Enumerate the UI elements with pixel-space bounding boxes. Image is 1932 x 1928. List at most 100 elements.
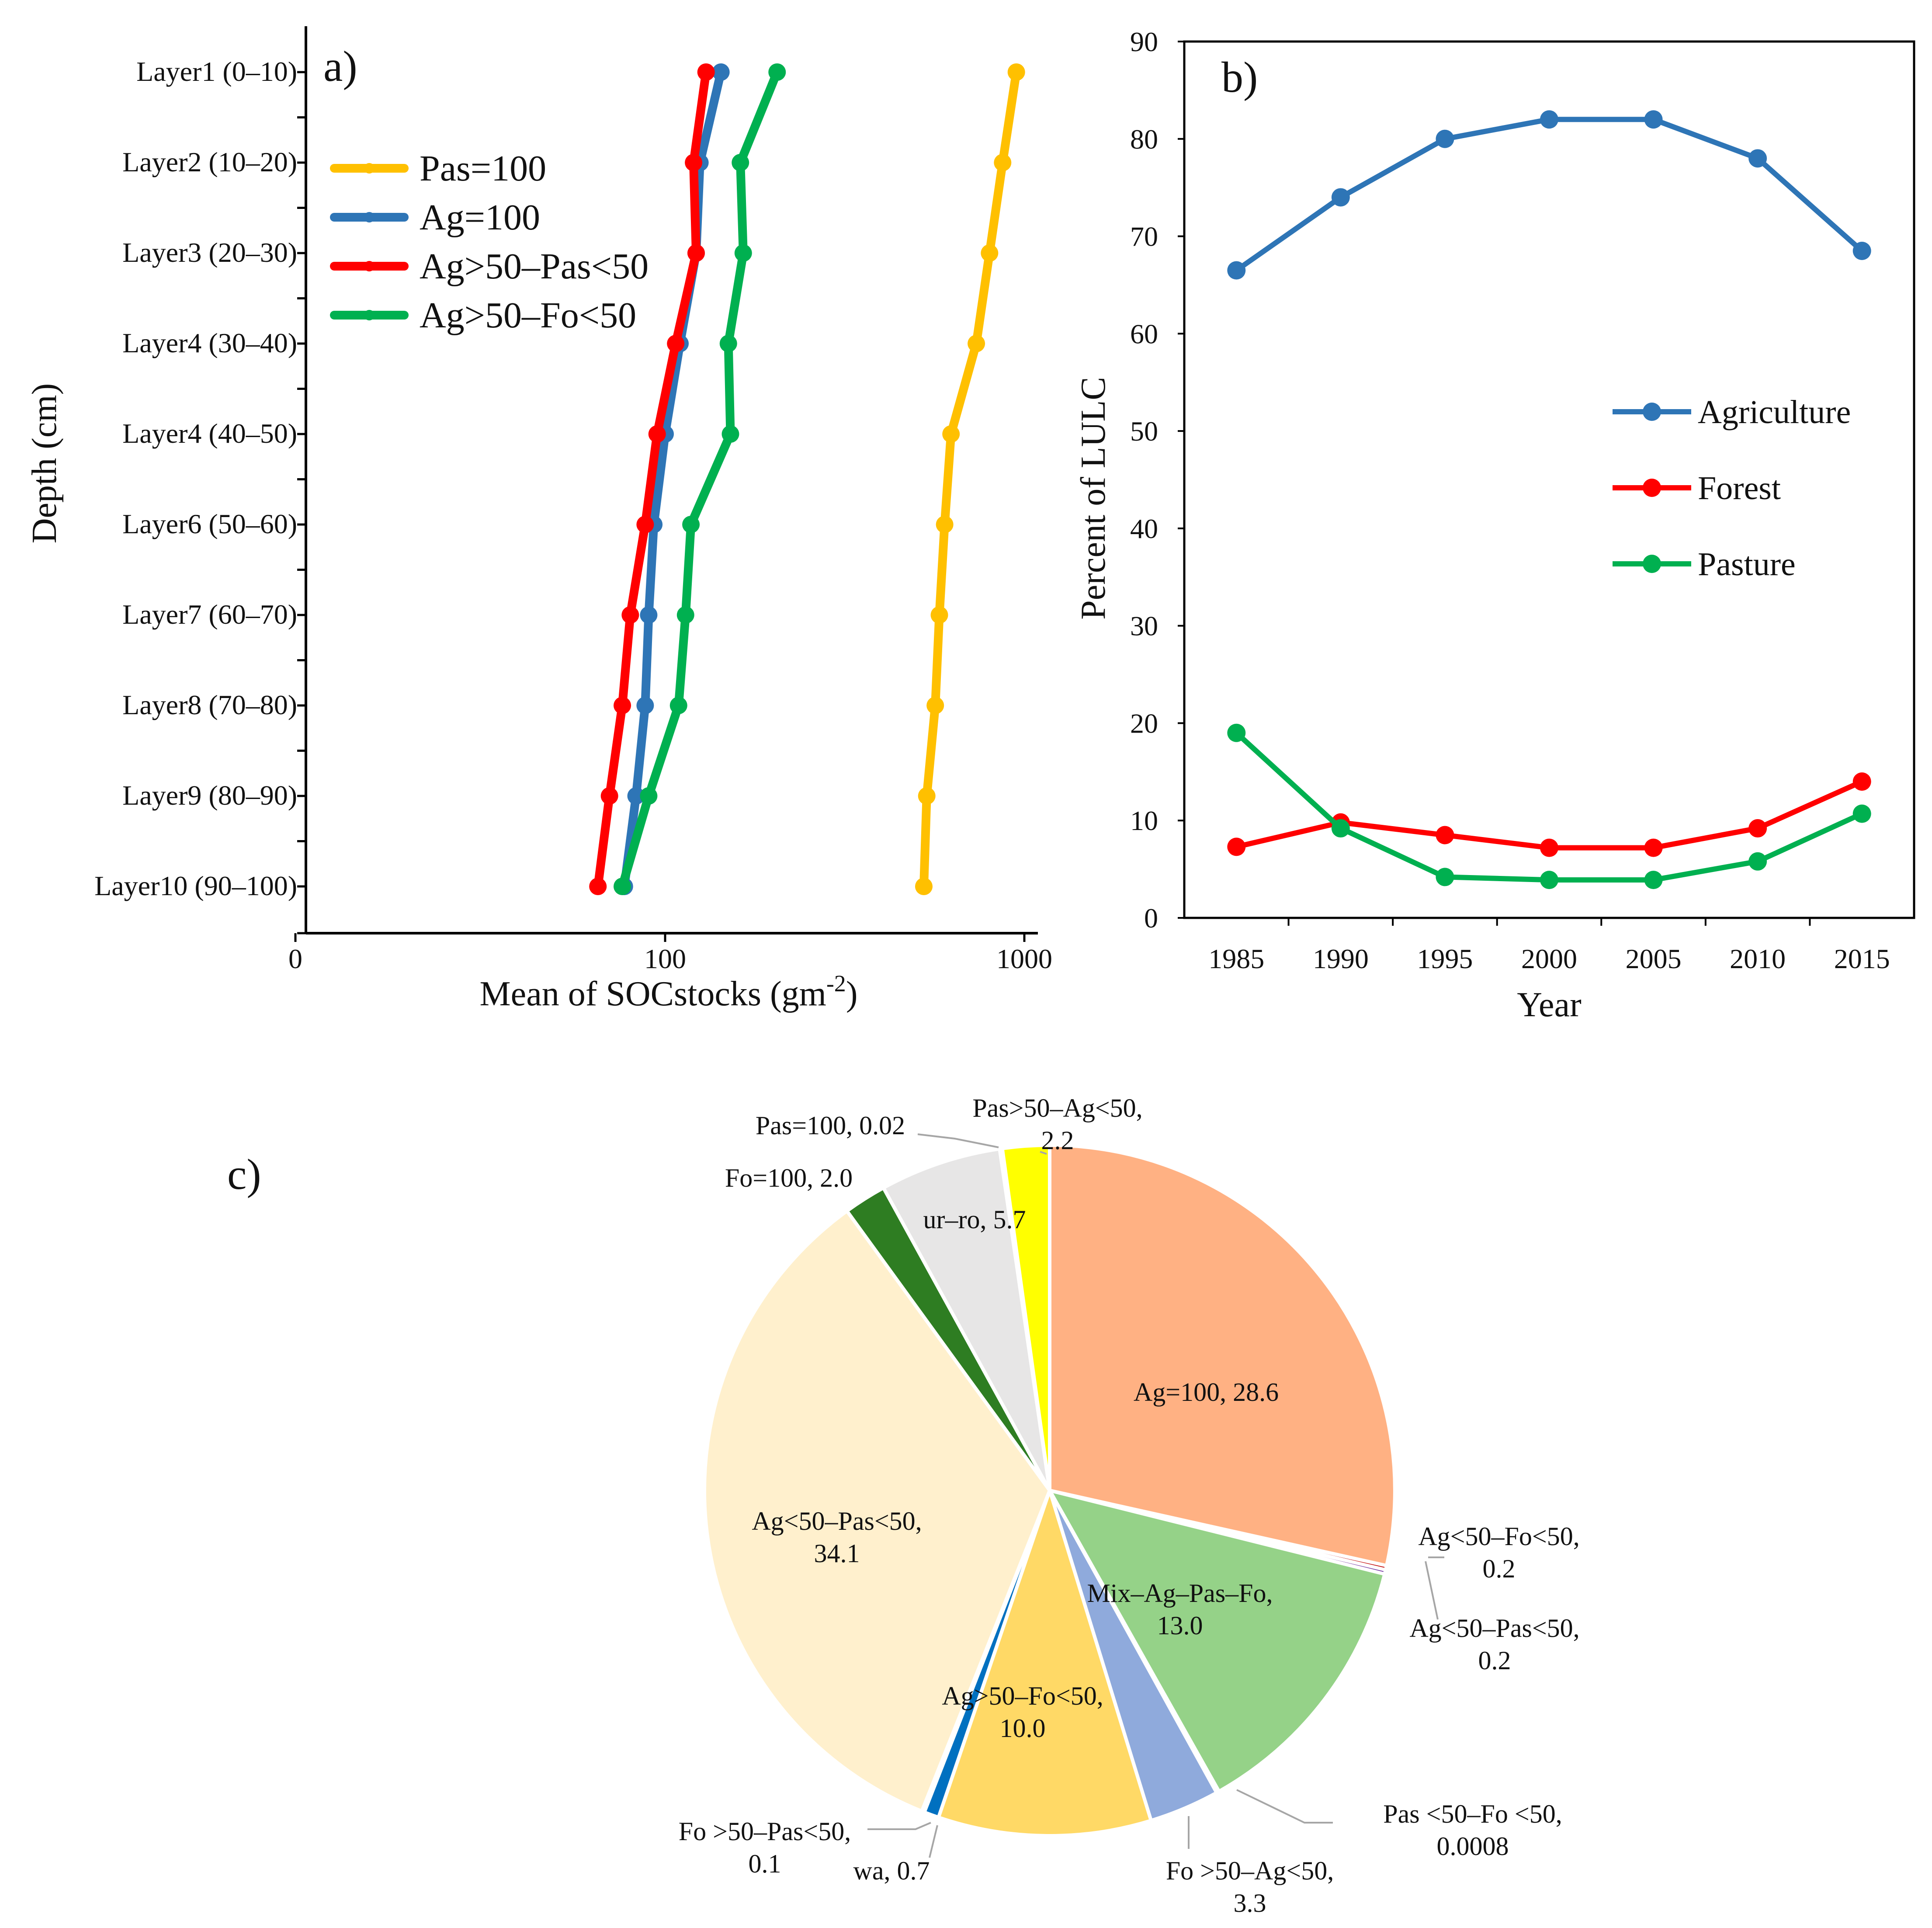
panel-a-x-tick-label: 1000	[996, 943, 1052, 974]
panel-a-y-tick-label: Layer3 (20–30)	[122, 237, 297, 268]
panel-a-y-tick-label: Layer9 (80–90)	[122, 780, 297, 811]
panel-b-legend-marker	[1643, 555, 1661, 573]
panel-a-point-ag-100	[636, 697, 654, 714]
panel-b-point-forest	[1748, 819, 1767, 838]
pie-leader-line	[1425, 1561, 1439, 1620]
panel-a-point-pas-100	[930, 606, 948, 624]
pie-slice-label: Fo=100, 2.0	[725, 1164, 853, 1192]
panel-b-x-axis-title: Year	[1517, 986, 1581, 1024]
panel-b-legend: Agriculture Forest Pasture	[1613, 394, 1851, 583]
panel-a-point-pas-100	[1007, 63, 1025, 81]
panel-b-point-agriculture	[1540, 110, 1558, 129]
pie-slice-label: Pas=100, 0.02	[756, 1111, 905, 1140]
panel-a-point-pas-100	[926, 697, 944, 714]
panel-a-point-ag-50-pas-50	[648, 425, 666, 443]
panel-a-point-ag-50-pas-50	[667, 335, 685, 352]
panel-b-y-tick-label: 70	[1130, 221, 1158, 252]
pie-slice-label: Pas>50–Ag<50,	[972, 1094, 1142, 1122]
panel-a-x-tick-label: 0	[288, 943, 302, 974]
panel-b-plot-frame	[1183, 40, 1915, 919]
pie-slice-label: 2.2	[1041, 1126, 1074, 1155]
pie-slice-label: 3.3	[1234, 1889, 1266, 1918]
panel-a-point-pas-100	[936, 516, 954, 533]
pie-slice-label: wa, 0.7	[853, 1856, 930, 1885]
pie-slice-label: 0.2	[1483, 1554, 1516, 1583]
panel-b-series-line-forest	[1235, 779, 1863, 851]
panel-b-y-tick-label: 80	[1130, 124, 1158, 155]
panel-b-y-tick-label: 60	[1130, 318, 1158, 349]
panel-a-y-tick-label: Layer1 (0–10)	[136, 56, 297, 87]
panel-b-y-tick-label: 20	[1130, 708, 1158, 739]
panel-a-legend-label: Ag>50–Fo<50	[420, 295, 636, 336]
panel-b-point-forest	[1227, 837, 1246, 856]
panel-b-x-tick-label: 1995	[1417, 943, 1473, 974]
pie-slice-label: Ag>50–Fo<50,	[942, 1681, 1103, 1710]
panel-a-legend: Pas=100 Ag=100 Ag>50–Pas<50 Ag>50–Fo<50	[330, 148, 649, 336]
panel-b-y-tick-label: 0	[1144, 903, 1158, 934]
panel-b-point-pasture	[1331, 819, 1350, 838]
panel-c-lulc-pie-chart: c) Ag=100, 28.6 Ag<50–Fo<50, 0.2 Ag<50–Pas<…	[227, 1094, 1580, 1918]
pie-slice-label: Ag<50–Pas<50,	[1409, 1614, 1579, 1643]
panel-a-point-ag-50-pas-50	[636, 516, 654, 533]
panel-a-y-tick-label: Layer2 (10–20)	[122, 146, 297, 177]
panel-a-series	[589, 63, 1025, 895]
pie-slice-label: 13.0	[1157, 1611, 1203, 1640]
pie-slice-pas-50-ag-50	[1000, 1143, 1051, 1492]
panel-b-series-line-pasture	[1235, 731, 1863, 883]
panel-a-legend-label: Pas=100	[420, 148, 546, 189]
panel-b-legend-label: Forest	[1698, 470, 1781, 507]
panel-a-point-ag-50-pas-50	[600, 787, 618, 805]
panel-a-soc-stocks-chart: a) Layer1 (0–10) Layer2 (10–20) Layer3 (20…	[25, 26, 1052, 1013]
panel-a-point-ag-50-fo-50	[669, 697, 687, 714]
pie-slice-ag-100	[1048, 1143, 1397, 1567]
panel-a-y-tick-label: Layer4 (40–50)	[122, 418, 297, 449]
panel-c-slice-labels: Ag=100, 28.6 Ag<50–Fo<50, 0.2 Ag<50–Pas<50,…	[679, 1094, 1580, 1918]
panel-a-point-ag-50-fo-50	[734, 244, 752, 262]
panel-b-legend-marker	[1643, 403, 1661, 421]
pie-slice-ur-ro	[881, 1147, 1051, 1492]
panel-b-y-ticks: 0 10 20 30 40 50 60 70 80 90	[1130, 26, 1184, 934]
panel-b-y-tick-label: 10	[1130, 805, 1158, 836]
panel-b-x-tick-label: 2000	[1521, 943, 1577, 974]
panel-a-y-tick-label: Layer10 (90–100)	[94, 870, 297, 901]
pie-slice-label: Ag=100, 28.6	[1134, 1378, 1279, 1407]
panel-a-point-ag-100	[712, 63, 730, 81]
panel-b-point-forest	[1852, 772, 1871, 791]
panel-a-point-ag-50-fo-50	[721, 425, 739, 443]
panel-b-y-tick-label: 50	[1130, 416, 1158, 447]
panel-a-legend-marker	[364, 212, 375, 222]
pie-leader-line	[1236, 1789, 1333, 1824]
pie-slice-label: Fo >50–Ag<50,	[1166, 1856, 1334, 1885]
panel-b-point-agriculture	[1852, 241, 1871, 260]
panel-a-x-axis-title: Mean of SOCstocks (gm-2)	[480, 970, 858, 1013]
panel-a-point-ag-50-fo-50	[719, 335, 737, 352]
panel-a-legend-label: Ag>50–Pas<50	[420, 246, 649, 287]
panel-a-point-pas-100	[968, 335, 985, 352]
panel-a-legend-marker	[364, 261, 375, 271]
panel-b-point-pasture	[1436, 868, 1454, 886]
panel-a-y-tick-label: Layer8 (70–80)	[122, 689, 297, 720]
panel-a-point-pas-100	[918, 787, 936, 805]
pie-slice-ag-50-fo-50	[937, 1489, 1153, 1838]
pie-slice-label: Mix–Ag–Pas–Fo,	[1087, 1579, 1273, 1608]
panel-b-point-agriculture	[1436, 129, 1454, 148]
panel-c-leader-lines	[867, 1133, 1444, 1858]
panel-b-x-tick-label: 1985	[1208, 943, 1264, 974]
pie-slice-label: Pas <50–Fo <50,	[1383, 1799, 1562, 1828]
panel-a-point-ag-50-fo-50	[682, 516, 700, 533]
panel-b-point-pasture	[1540, 871, 1558, 889]
pie-slice-label: 0.2	[1478, 1646, 1511, 1675]
panel-b-point-forest	[1540, 838, 1558, 857]
panel-b-point-pasture	[1227, 723, 1246, 742]
panel-a-point-ag-50-pas-50	[614, 697, 631, 714]
panel-c-slices	[702, 1143, 1397, 1838]
panel-a-point-ag-50-fo-50	[640, 787, 658, 805]
panel-b-point-forest	[1644, 838, 1663, 857]
panel-b-point-agriculture	[1331, 188, 1350, 207]
panel-a-y-tick-label: Layer6 (50–60)	[122, 508, 297, 539]
panel-b-y-axis-title: Percent of LULC	[1074, 377, 1113, 619]
panel-a-point-pas-100	[981, 244, 999, 262]
panel-b-y-tick-label: 40	[1130, 513, 1158, 544]
panel-a-legend-label: Ag=100	[420, 197, 540, 238]
panel-b-point-pasture	[1852, 804, 1871, 823]
